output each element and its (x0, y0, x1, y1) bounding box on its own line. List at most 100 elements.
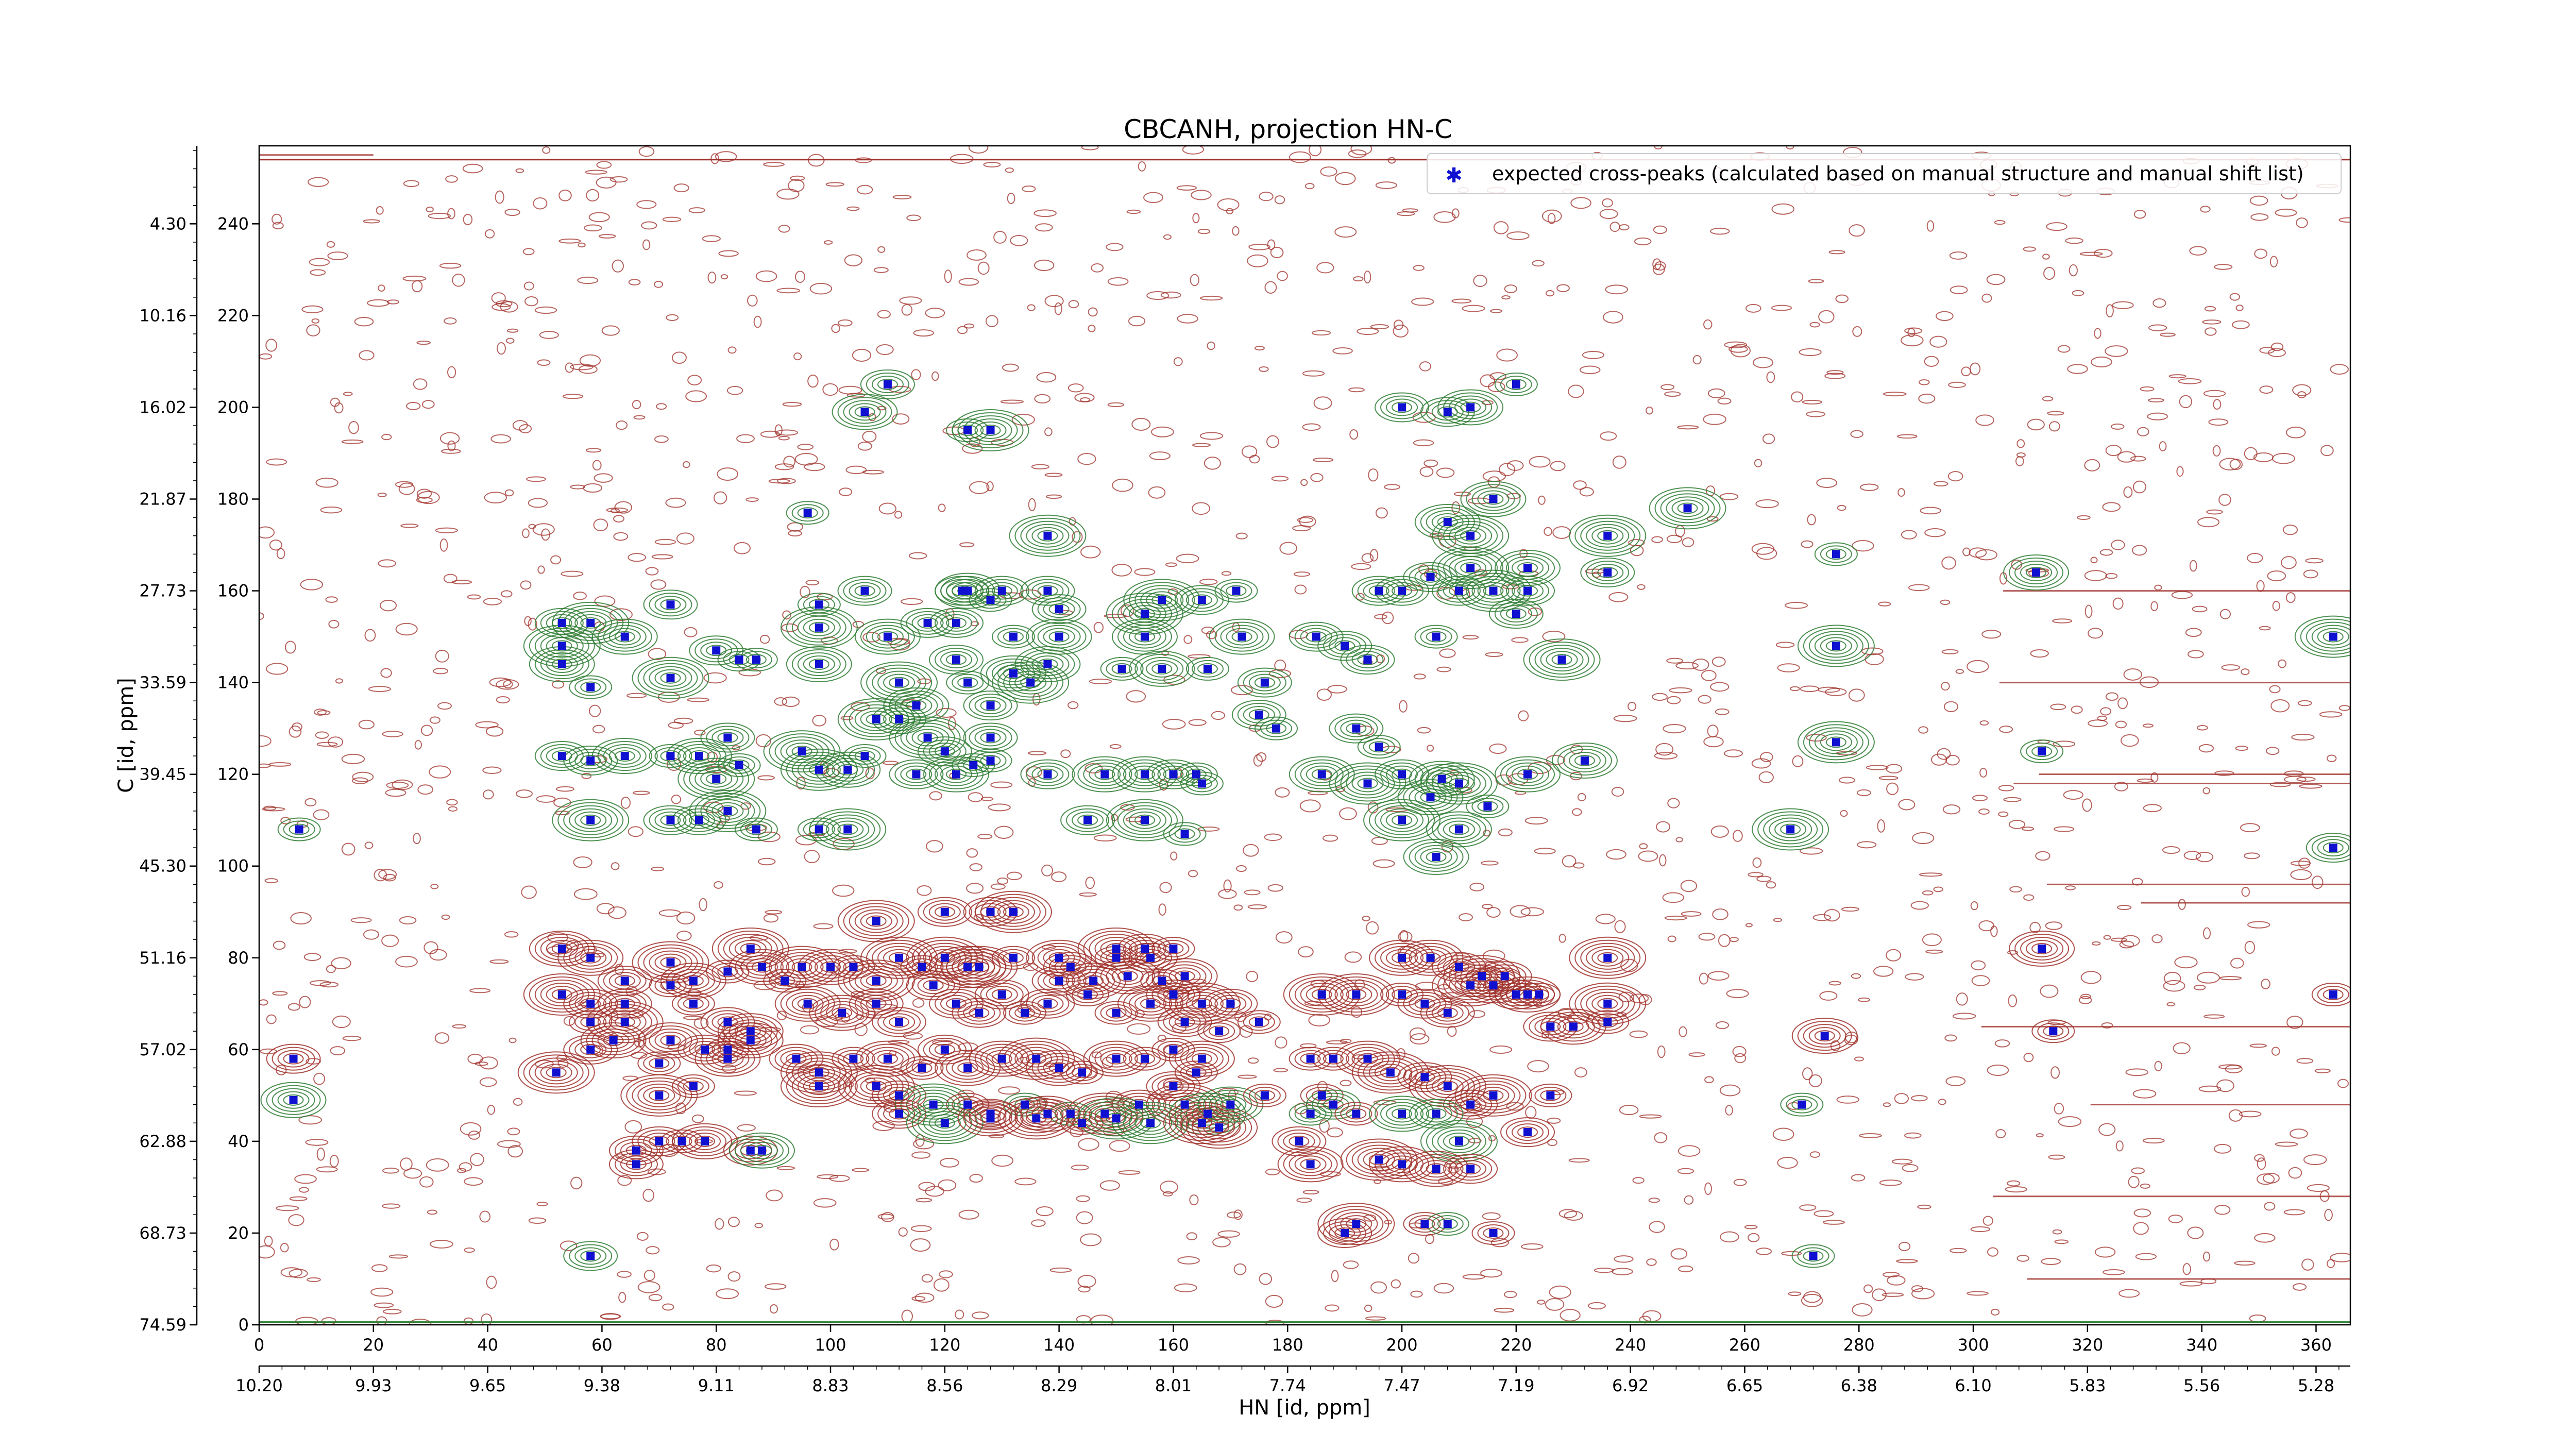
noise-contour (2275, 208, 2297, 217)
noise-contour (272, 213, 282, 225)
peak-contour (803, 1077, 835, 1096)
cross-peak-marker (689, 999, 698, 1008)
peak-contour (1660, 493, 1715, 524)
noise-contour (327, 251, 348, 260)
peak-contour (1072, 811, 1104, 829)
peak-contour (1317, 1050, 1349, 1068)
noise-contour (2176, 466, 2184, 477)
peak-contour (1248, 709, 1269, 720)
peak-contour (774, 736, 829, 767)
noise-contour (1990, 925, 1998, 937)
noise-contour (2297, 700, 2312, 706)
noise-contour (1724, 749, 1743, 757)
noise-contour (1858, 997, 1871, 1002)
noise-contour (289, 1196, 308, 1201)
noise-contour (765, 909, 783, 915)
peak-contour (837, 397, 892, 427)
noise-contour (2159, 441, 2167, 451)
noise-contour (2187, 650, 2204, 659)
noise-contour (1805, 411, 1826, 417)
cross-peak-marker (815, 660, 823, 669)
cross-peak-marker (1140, 816, 1149, 824)
noise-contour (376, 1316, 387, 1325)
noise-contour (1799, 348, 1822, 356)
noise-contour (1730, 344, 1751, 358)
peak-contour (889, 759, 944, 789)
cross-peak-marker (1523, 586, 1532, 595)
noise-contour (1160, 291, 1181, 299)
peak-contour (534, 980, 589, 1010)
noise-contour (1335, 786, 1345, 793)
cross-peak-marker (1180, 972, 1189, 981)
noise-contour (468, 1131, 480, 1140)
noise-contour (1248, 243, 1270, 250)
peak-contour (591, 1029, 635, 1053)
noise-contour (1788, 1291, 1802, 1296)
cross-peak-marker (552, 1068, 561, 1077)
cross-peak-marker (1043, 999, 1052, 1008)
noise-contour (504, 931, 519, 938)
noise-contour (579, 354, 601, 367)
noise-contour (2272, 453, 2296, 464)
noise-contour (1666, 658, 1684, 664)
cross-peak-marker (1535, 990, 1544, 999)
noise-contour (1081, 146, 1099, 150)
peak-contour (935, 576, 990, 606)
noise-contour (1126, 690, 1146, 703)
noise-contour (745, 497, 759, 502)
noise-contour (439, 538, 448, 552)
noise-contour (622, 1075, 639, 1081)
noise-contour (1302, 1190, 1319, 1194)
noise-contour (1883, 1272, 1900, 1278)
noise-contour (1247, 254, 1268, 267)
noise-contour (2151, 934, 2163, 943)
cross-peak-marker (586, 1252, 595, 1260)
noise-contour (1753, 357, 1774, 368)
noise-contour (620, 797, 631, 809)
noise-contour (534, 306, 557, 314)
noise-contour (1975, 549, 1998, 561)
y-axis-label: C [id, ppm] (114, 678, 138, 793)
noise-contour (673, 183, 689, 193)
cross-peak-marker (1603, 999, 1612, 1008)
noise-contour (2254, 248, 2267, 259)
noise-contour (1149, 451, 1171, 461)
cross-peak-marker (1375, 586, 1383, 595)
noise-contour (845, 465, 867, 474)
noise-contour (844, 254, 863, 266)
noise-contour (1199, 578, 1218, 585)
noise-contour (1490, 1238, 1509, 1248)
noise-contour (1564, 1210, 1583, 1221)
cross-peak-marker (1432, 1165, 1440, 1173)
noise-contour (573, 592, 587, 600)
noise-contour (1657, 1045, 1666, 1058)
peak-contour (1460, 530, 1481, 542)
noise-contour (1320, 166, 1337, 177)
noise-contour (1943, 701, 1959, 713)
peak-contour (529, 1057, 584, 1088)
noise-contour (1025, 766, 1043, 778)
noise-contour (1002, 363, 1019, 372)
peak-contour (1580, 942, 1635, 973)
peak-contour (2014, 560, 2058, 584)
noise-contour (2212, 445, 2221, 457)
cross-peak-marker (958, 586, 967, 595)
peak-contour (906, 1102, 984, 1144)
peak-contour (1471, 487, 1515, 511)
cross-peak-marker (1489, 1091, 1498, 1100)
noise-contour (1745, 304, 1761, 313)
peak-contour (1443, 958, 1475, 976)
peak-contour (1529, 1083, 1572, 1107)
cross-peak-marker (860, 408, 869, 416)
noise-contour (1883, 1102, 1891, 1107)
noise-contour (1766, 371, 1775, 383)
cross-peak-marker (918, 1064, 926, 1072)
noise-contour (479, 1077, 497, 1087)
noise-contour (1091, 263, 1104, 273)
cross-peak-marker (694, 752, 703, 761)
peak-contour (866, 939, 933, 976)
cross-peak-marker (1420, 1220, 1429, 1228)
noise-contour (1399, 700, 1408, 713)
peak-contour (854, 585, 875, 597)
noise-contour (2235, 305, 2244, 311)
